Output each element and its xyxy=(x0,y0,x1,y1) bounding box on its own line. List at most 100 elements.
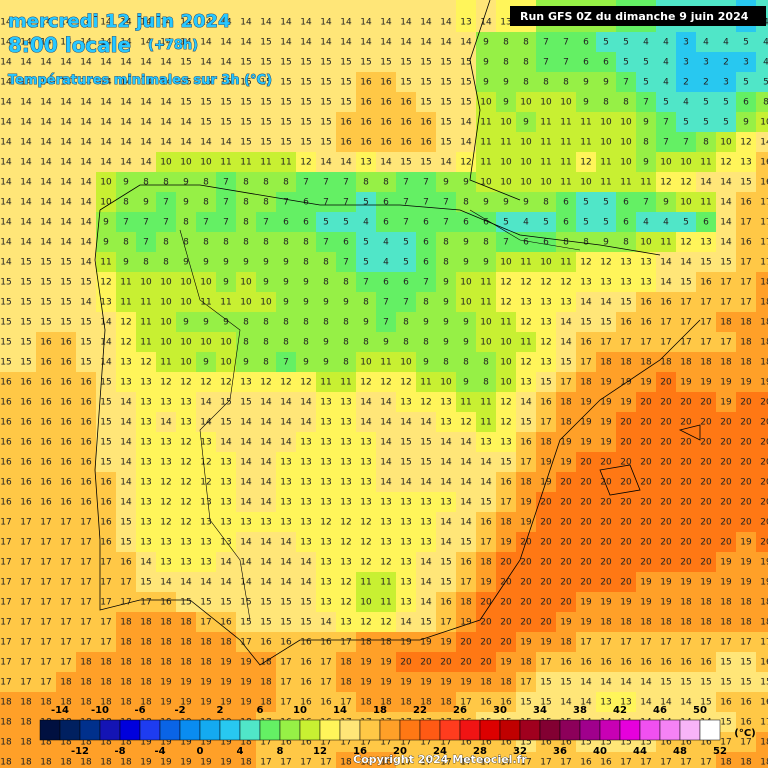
cell-value: 14 xyxy=(120,18,132,28)
colorbar-label: 4 xyxy=(237,746,244,757)
cell xyxy=(636,512,657,533)
cell-value: 9 xyxy=(523,198,529,208)
cell-value: 10 xyxy=(160,318,172,328)
cell-value: 10 xyxy=(500,158,512,168)
cell xyxy=(236,412,257,433)
cell-value: 20 xyxy=(740,498,752,508)
cell-value: 9 xyxy=(323,338,329,348)
cell-value: 15 xyxy=(220,98,231,108)
cell-value: 14 xyxy=(360,418,372,428)
cell xyxy=(516,572,537,593)
cell-value: 2 xyxy=(723,58,729,68)
cell xyxy=(196,692,217,713)
cell xyxy=(476,332,497,353)
cell-value: 14 xyxy=(400,18,412,28)
cell-value: 9 xyxy=(503,98,509,108)
cell-value: 20 xyxy=(560,598,572,608)
cell-value: 16 xyxy=(220,618,232,628)
cell xyxy=(196,152,217,173)
cell xyxy=(176,632,197,653)
cell xyxy=(96,0,117,33)
cell xyxy=(236,672,257,693)
cell xyxy=(396,252,417,273)
cell xyxy=(516,692,537,713)
cell-value: 14 xyxy=(420,418,432,428)
cell-value: 16 xyxy=(740,238,752,248)
cell-value: 17 xyxy=(300,758,311,768)
cell-value: 9 xyxy=(223,278,229,288)
cell-value: 20 xyxy=(680,398,692,408)
cell-value: 16 xyxy=(500,478,512,488)
cell-value: 19 xyxy=(580,598,592,608)
cell-value: 18 xyxy=(120,698,132,708)
cell xyxy=(276,92,297,113)
cell-value: 19 xyxy=(200,758,212,768)
cell-value: 16 xyxy=(700,738,712,748)
cell xyxy=(176,32,197,53)
cell-value: 19 xyxy=(180,758,192,768)
cell xyxy=(136,152,157,173)
cell-value: 19 xyxy=(760,578,768,588)
cell xyxy=(336,192,357,213)
cell-value: 18 xyxy=(80,678,92,688)
cell-value: 17 xyxy=(720,638,731,648)
cell-value: 8 xyxy=(263,238,269,248)
cell-value: 15 xyxy=(40,258,51,268)
cell-value: 13 xyxy=(220,518,231,528)
cell-value: 14 xyxy=(0,78,12,88)
cell-value: 16 xyxy=(600,758,612,768)
cell-value: 9 xyxy=(103,238,109,248)
cell-value: 8 xyxy=(343,318,349,328)
cell-value: 17 xyxy=(720,298,731,308)
cell xyxy=(156,252,177,273)
cell xyxy=(256,52,277,73)
cell-value: 13 xyxy=(160,398,171,408)
cell-value: 16 xyxy=(760,658,768,668)
cell xyxy=(456,72,477,93)
cell-value: 20 xyxy=(620,418,632,428)
cell-value: 5 xyxy=(323,218,329,228)
cell xyxy=(196,212,217,233)
cell xyxy=(756,492,768,513)
cell-value: 17 xyxy=(80,598,91,608)
cell xyxy=(396,52,417,73)
cell-value: 20 xyxy=(520,618,532,628)
cell-value: 12 xyxy=(200,458,211,468)
cell xyxy=(416,32,437,53)
cell xyxy=(236,292,257,313)
cell-value: 8 xyxy=(163,178,169,188)
cell xyxy=(196,112,217,133)
cell xyxy=(156,52,177,73)
cell-value: 5 xyxy=(603,218,609,228)
cell xyxy=(336,412,357,433)
cell xyxy=(476,192,497,213)
cell xyxy=(336,552,357,573)
cell xyxy=(636,192,657,213)
cell xyxy=(356,172,377,193)
cell-value: 15 xyxy=(360,58,371,68)
cell xyxy=(376,212,397,233)
cell xyxy=(156,692,177,713)
cell xyxy=(696,472,717,493)
cell xyxy=(276,372,297,393)
cell-value: 18 xyxy=(460,598,472,608)
cell-value: 18 xyxy=(400,698,412,708)
cell xyxy=(176,132,197,153)
colorbar-swatch xyxy=(99,719,121,741)
cell xyxy=(256,532,277,553)
cell xyxy=(756,292,768,313)
cell-value: 14 xyxy=(300,418,312,428)
cell xyxy=(96,532,117,553)
cell-value: 14 xyxy=(0,38,12,48)
cell-value: 15 xyxy=(420,78,431,88)
cell-value: 4 xyxy=(663,38,669,48)
cell-value: 14 xyxy=(140,118,152,128)
cell-value: 14 xyxy=(200,398,212,408)
cell xyxy=(496,652,517,673)
cell xyxy=(256,252,277,273)
cell-value: 14 xyxy=(80,18,92,28)
cell xyxy=(176,112,197,133)
cell-value: 20 xyxy=(620,558,632,568)
cell-value: 20 xyxy=(620,518,632,528)
cell-value: 17 xyxy=(320,738,331,748)
